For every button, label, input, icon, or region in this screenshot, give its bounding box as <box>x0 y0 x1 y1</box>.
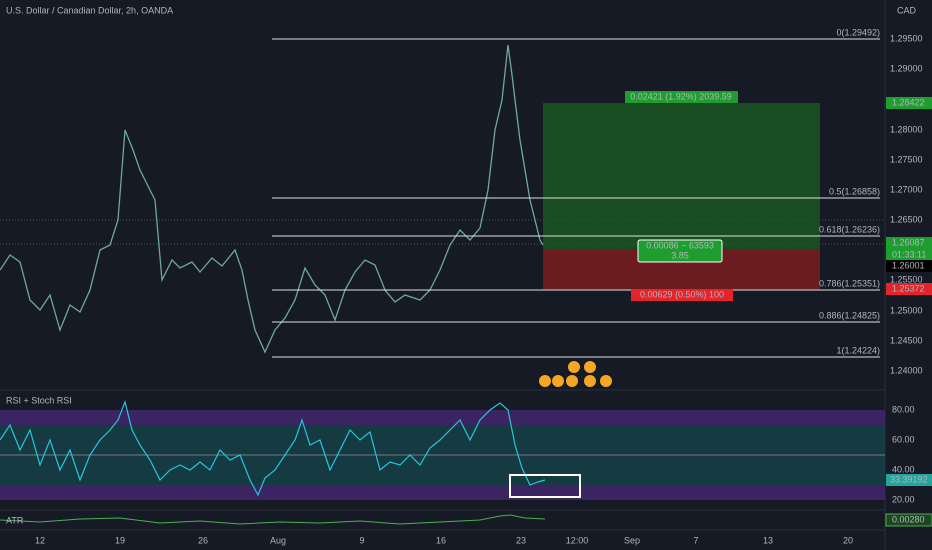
price-tick-label: 1.27000 <box>890 184 923 194</box>
time-tick-label: 7 <box>693 535 698 545</box>
event-icon[interactable] <box>584 375 596 387</box>
price-tick-label: 1.26500 <box>890 214 923 224</box>
highlight-box <box>509 474 581 498</box>
price-tag-label: 1.26087 <box>892 237 925 247</box>
time-tick-label: Aug <box>270 535 286 545</box>
price-tag <box>886 260 932 272</box>
rsi-tick-label: 20.00 <box>892 494 915 504</box>
price-tag-label: 1.28422 <box>892 97 925 107</box>
price-tag <box>886 474 932 486</box>
price-tick-label: 1.28000 <box>890 124 923 134</box>
price-tag <box>885 513 932 527</box>
profit-zone[interactable] <box>543 103 820 249</box>
center-label-box <box>637 239 723 263</box>
price-tick-label: 1.25500 <box>890 274 923 284</box>
price-tag-label: 01:33:11 <box>892 249 926 259</box>
pane-title: ATR <box>6 515 24 525</box>
time-tick-label: 20 <box>843 535 853 545</box>
price-tick-label: 1.25000 <box>890 305 923 315</box>
position-center: 0.00086 ~ 63593 <box>646 240 714 250</box>
price-tag-label: 1.26001 <box>892 260 925 270</box>
position-center: 3.85 <box>671 250 689 260</box>
rsi-band <box>0 410 885 425</box>
fib-label: 0(1.29492) <box>836 27 880 37</box>
target-label-box <box>625 91 738 103</box>
atr-trace <box>0 514 546 525</box>
position-stop: 0.00629 (0.50%) 100 <box>640 289 724 299</box>
time-tick-label: 19 <box>115 535 125 545</box>
price-tick-label: 1.24000 <box>890 365 923 375</box>
event-icon[interactable] <box>600 375 612 387</box>
price-tick-label: 1.24500 <box>890 335 923 345</box>
currency-label: CAD <box>897 5 917 15</box>
fib-label: 0.886(1.24825) <box>819 310 880 320</box>
rsi-tick-label: 40.00 <box>892 464 915 474</box>
stop-label-box <box>631 289 733 301</box>
fib-label: 0.5(1.26858) <box>829 186 880 196</box>
price-tick-label: 1.29000 <box>890 63 923 73</box>
event-icon[interactable] <box>552 375 564 387</box>
price-tag <box>886 237 932 261</box>
time-tick-label: 12 <box>35 535 45 545</box>
fib-label: 0.618(1.26236) <box>819 224 880 234</box>
price-tag-label: 1.25372 <box>892 283 925 293</box>
symbol-title: U.S. Dollar / Canadian Dollar, 2h, OANDA <box>6 5 173 15</box>
texts: U.S. Dollar / Canadian Dollar, 2h, OANDA… <box>6 5 928 545</box>
price-trace <box>0 44 544 354</box>
event-icons <box>539 361 612 387</box>
rsi-band <box>0 485 885 500</box>
time-tick-label: 9 <box>359 535 364 545</box>
event-icon[interactable] <box>568 361 580 373</box>
rsi-tick-label: 80.00 <box>892 404 915 414</box>
atr-value: 0.00280 <box>892 514 925 524</box>
fib-label: 0.786(1.25351) <box>819 278 880 288</box>
rsi-tick-label: 60.00 <box>892 434 915 444</box>
position-target: 0.02421 (1.92%) 2039.59 <box>630 91 732 101</box>
price-tag <box>886 97 932 109</box>
time-tick-label: 12:00 <box>566 535 589 545</box>
price-tick-label: 1.29500 <box>890 33 923 43</box>
event-icon[interactable] <box>584 361 596 373</box>
time-tick-label: 13 <box>763 535 773 545</box>
price-tag <box>886 283 932 295</box>
event-icon[interactable] <box>566 375 578 387</box>
rsi-value: 33.39192 <box>890 474 928 484</box>
event-icon[interactable] <box>539 375 551 387</box>
time-tick-label: Sep <box>624 535 640 545</box>
price-tick-label: 1.27500 <box>890 154 923 164</box>
rsi-trace <box>0 400 546 497</box>
time-tick-label: 26 <box>198 535 208 545</box>
time-tick-label: 16 <box>436 535 446 545</box>
fib-label: 1(1.24224) <box>836 345 880 355</box>
pane-title: RSI + Stoch RSI <box>6 395 72 405</box>
time-tick-label: 23 <box>516 535 526 545</box>
